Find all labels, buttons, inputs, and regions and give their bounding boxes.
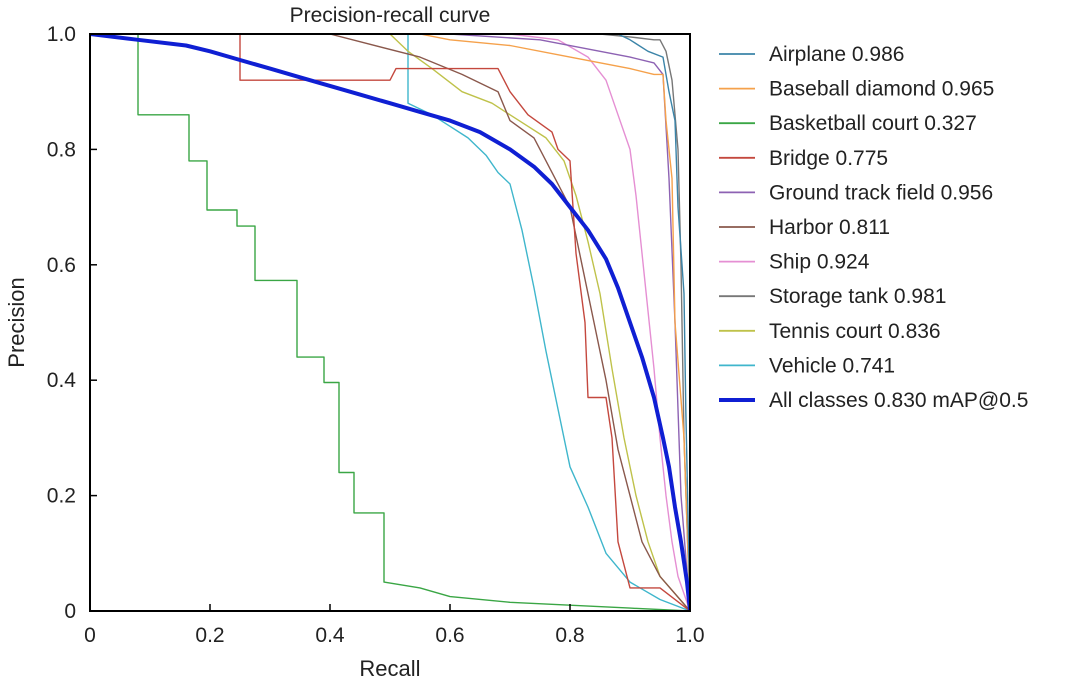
- x-tick-label: 0.4: [315, 624, 345, 647]
- series-line-all-classes: [90, 34, 690, 611]
- x-tick-label: 0.6: [435, 624, 464, 647]
- series-line-basketball-court: [90, 34, 690, 611]
- y-axis-label: Precision: [4, 277, 29, 367]
- chart-title: Precision-recall curve: [290, 4, 491, 27]
- legend-label: Vehicle 0.741: [769, 354, 895, 377]
- series-line-bridge: [90, 34, 690, 611]
- legend-item: All classes 0.830 mAP@0.5: [719, 389, 1028, 412]
- x-axis: 0 0.2 0.4 0.6 0.8 1.0: [84, 604, 705, 647]
- legend-label: Storage tank 0.981: [769, 285, 946, 308]
- legend-item: Airplane 0.986: [719, 43, 904, 66]
- legend-label: Bridge 0.775: [769, 147, 888, 170]
- y-axis: 0 0.2 0.4 0.6 0.8 1.0: [47, 23, 97, 623]
- x-tick-label: 1.0: [675, 624, 704, 647]
- legend-item: Bridge 0.775: [719, 147, 888, 170]
- legend-item: Storage tank 0.981: [719, 285, 946, 308]
- legend-item: Baseball diamond 0.965: [719, 78, 994, 101]
- legend-item: Basketball court 0.327: [719, 112, 977, 135]
- y-tick-label: 0.2: [47, 485, 76, 508]
- x-tick-label: 0.2: [195, 624, 224, 647]
- legend-label: Tennis court 0.836: [769, 320, 941, 343]
- x-tick-label: 0.8: [555, 624, 584, 647]
- x-tick-label: 0: [84, 624, 96, 647]
- plot-border: [89, 33, 691, 612]
- legend-item: Ship 0.924: [719, 251, 870, 274]
- legend-item: Tennis court 0.836: [719, 320, 941, 343]
- x-axis-label: Recall: [359, 656, 420, 681]
- legend-label: Baseball diamond 0.965: [769, 78, 994, 101]
- series-line-baseball-diamond: [90, 34, 690, 611]
- legend-label: All classes 0.830 mAP@0.5: [769, 389, 1028, 412]
- legend-item: Vehicle 0.741: [719, 354, 895, 377]
- y-tick-label: 0.4: [47, 369, 77, 392]
- series-line-ship: [90, 34, 690, 611]
- legend-item: Harbor 0.811: [719, 216, 890, 239]
- legend-label: Ground track field 0.956: [769, 181, 993, 204]
- y-tick-label: 0.8: [47, 138, 76, 161]
- legend-label: Airplane 0.986: [769, 43, 904, 66]
- legend-label: Harbor 0.811: [769, 216, 890, 239]
- y-tick-label: 0.6: [47, 254, 76, 277]
- y-tick-label: 1.0: [47, 23, 76, 46]
- legend: Airplane 0.986 Baseball diamond 0.965 Bask…: [719, 43, 1028, 412]
- series-line-ground-track-field: [90, 34, 690, 611]
- series-group: [90, 34, 690, 611]
- series-line-storage-tank: [90, 34, 690, 611]
- legend-label: Ship 0.924: [769, 251, 870, 274]
- series-line-airplane: [90, 34, 690, 611]
- y-tick-label: 0: [64, 600, 76, 623]
- legend-item: Ground track field 0.956: [719, 181, 993, 204]
- plot-frame: [89, 33, 691, 612]
- legend-label: Basketball court 0.327: [769, 112, 977, 135]
